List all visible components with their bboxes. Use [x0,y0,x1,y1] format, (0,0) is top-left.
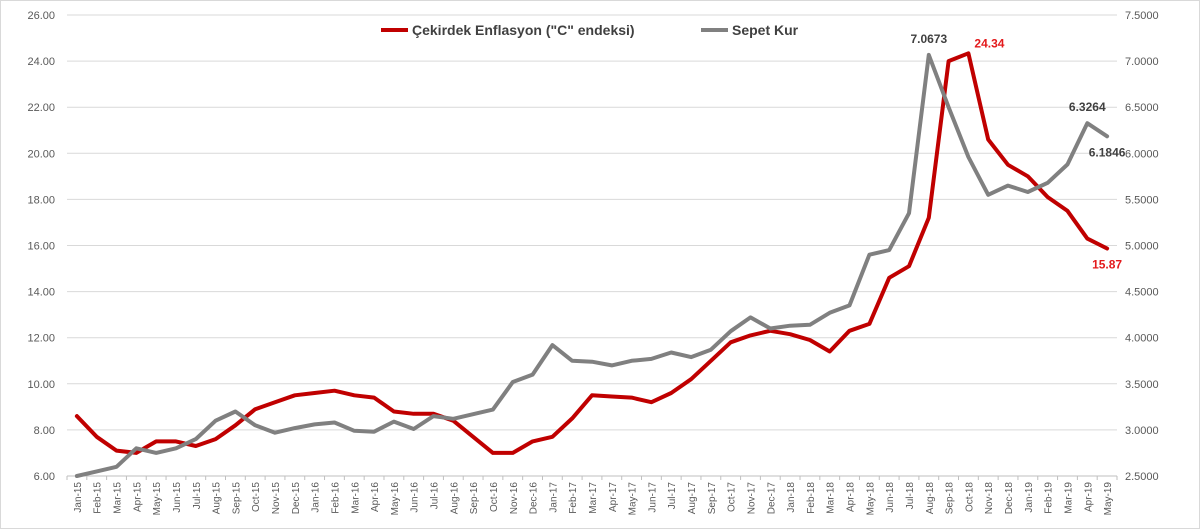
x-axis-tick-label: Sep-17 [707,482,718,515]
x-axis-tick-label: May-15 [152,482,163,516]
x-axis-tick-label: May-16 [390,482,401,516]
right-axis-tick-label: 7.5000 [1125,10,1159,22]
x-axis-tick-label: Feb-16 [330,482,341,514]
x-axis-tick-label: Nov-15 [271,482,282,515]
x-axis-tick-label: Oct-18 [964,482,975,512]
data-label: 24.34 [974,36,1004,50]
right-axis-tick-label: 6.5000 [1125,102,1159,114]
x-axis-tick-label: Aug-17 [687,482,698,515]
data-labels: 7.0673 24.34 6.3264 6.1846 15.87 [910,32,1125,272]
x-axis-tick-label: Dec-16 [529,482,540,515]
x-axis-tick-label: Oct-15 [251,482,262,512]
x-axis-tick-label: Oct-17 [727,482,738,512]
x-axis-tick-label: Jul-18 [905,482,916,510]
left-axis-tick-label: 12.00 [27,333,55,345]
right-axis-ticks: 7.5000 7.0000 6.5000 6.0000 5.5000 5.0000 4.50… [1125,10,1159,483]
left-axis-tick-label: 16.00 [27,241,55,253]
x-axis-tick-label: Mar-17 [588,482,599,514]
x-axis-tick-label: Jan-18 [786,482,797,513]
x-axis-tick-label: Nov-18 [984,482,995,515]
left-axis-tick-label: 22.00 [27,102,55,114]
right-axis-tick-label: 2.5000 [1125,471,1159,483]
right-axis-tick-label: 4.0000 [1125,333,1159,345]
x-axis-tick-label: Nov-17 [746,482,757,515]
x-axis-tick-label: Feb-18 [806,482,817,514]
x-axis-tick-label: May-17 [628,482,639,516]
data-label: 15.87 [1092,257,1122,271]
x-axis-tick-label: Feb-15 [93,482,104,514]
gridlines [67,14,1117,477]
left-axis-tick-label: 14.00 [27,287,55,299]
x-axis-tick-label: Apr-19 [1083,482,1094,512]
left-axis-tick-label: 10.00 [27,379,55,391]
right-axis-tick-label: 5.0000 [1125,241,1159,253]
x-axis-tick-label: Apr-15 [132,482,143,512]
x-axis-tick-label: May-18 [865,482,876,516]
x-axis-tick-label: Jun-18 [885,482,896,513]
x-axis-tick-label: Aug-15 [212,482,223,515]
x-axis-tick-label: Aug-16 [449,482,460,515]
x-axis-tick-label: Oct-16 [489,482,500,512]
x-axis-tick-label: Dec-18 [1004,482,1015,515]
legend: Çekirdek Enflasyon ("C" endeksi) Sepet K… [381,22,799,38]
left-axis-tick-label: 24.00 [27,56,55,68]
x-axis-tick-label: May-19 [1103,482,1114,516]
x-axis-tick-label: Jul-16 [430,482,441,510]
series-line-basket-fx [74,52,1110,478]
left-axis-tick-label: 6.00 [34,471,55,483]
data-label: 7.0673 [910,32,947,46]
right-axis-tick-label: 7.0000 [1125,56,1159,68]
right-axis-tick-label: 4.5000 [1125,287,1159,299]
x-axis-tick-label: Jan-17 [548,482,559,513]
x-axis-tick-label: Sep-15 [231,482,242,515]
right-axis-tick-label: 3.5000 [1125,379,1159,391]
x-axis-tick-label: Jan-16 [311,482,322,513]
x-axis-tick-label: Jul-15 [192,482,203,510]
x-axis-tick-label: Mar-16 [350,482,361,514]
x-axis-tick-label: Jun-16 [410,482,421,513]
left-axis-tick-label: 26.00 [27,10,55,22]
legend-label-core-inflation: Çekirdek Enflasyon ("C" endeksi) [412,22,635,38]
right-axis-tick-label: 6.0000 [1125,148,1159,160]
left-axis-tick-label: 20.00 [27,148,55,160]
x-axis-tick-label: Apr-18 [846,482,857,512]
x-axis-ticks: Jan-15 Feb-15 Mar-15 Apr-15 May-15 Jun-15 Jul-… [66,475,1118,516]
series-line-core-inflation [74,51,1110,455]
x-axis-tick-label: Jul-17 [667,482,678,510]
x-axis-tick-label: Mar-19 [1063,482,1074,514]
x-axis-tick-label: Sep-16 [469,482,480,515]
x-axis-tick-label: Apr-16 [370,482,381,512]
data-label: 6.1846 [1089,145,1126,159]
x-axis-tick-label: Feb-19 [1044,482,1055,514]
x-axis-tick-label: Mar-15 [113,482,124,514]
left-axis-ticks: 26.00 24.00 22.00 20.00 18.00 16.00 14.00 12.00… [27,10,55,483]
x-axis-tick-label: Aug-18 [925,482,936,515]
x-axis-tick-label: Dec-17 [766,482,777,515]
x-axis-tick-label: Feb-17 [568,482,579,514]
legend-label-basket-fx: Sepet Kur [732,22,799,38]
x-axis-tick-label: Jun-17 [647,482,658,513]
data-label: 6.3264 [1069,100,1106,114]
x-axis-tick-label: Sep-18 [945,482,956,515]
right-axis-tick-label: 3.0000 [1125,425,1159,437]
x-axis-tick-label: Jun-15 [172,482,183,513]
x-axis-tick-label: Apr-17 [608,482,619,512]
x-axis-tick-label: Dec-15 [291,482,302,515]
x-axis-tick-label: Mar-18 [826,482,837,514]
left-axis-tick-label: 18.00 [27,194,55,206]
x-axis-tick-label: Jan-19 [1024,482,1035,513]
x-axis-tick-label: Jan-15 [73,482,84,513]
left-axis-tick-label: 8.00 [34,425,55,437]
x-axis-tick-label: Nov-16 [509,482,520,515]
right-axis-tick-label: 5.5000 [1125,194,1159,206]
series-lines [74,51,1110,478]
